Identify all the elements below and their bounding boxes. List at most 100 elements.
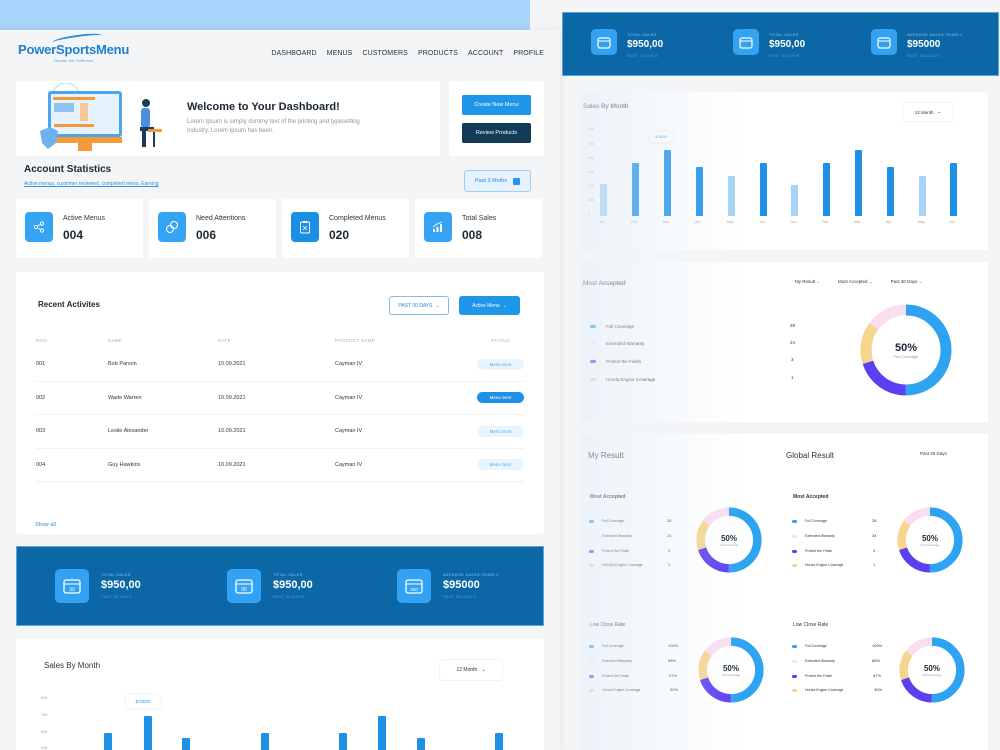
quick-actions: Create New Menu Review Products bbox=[449, 81, 544, 156]
recent-activities-card: Recent Activites PAST 30 DAYS ⌄ Active Me… bbox=[16, 272, 544, 534]
bar[interactable] bbox=[378, 716, 386, 750]
chart-title: Sales By Month bbox=[583, 103, 629, 110]
right-sales-summary-band: TOTAL SALES $950,00 PAST 30 DAYS TOTAL SAL… bbox=[562, 12, 999, 76]
range-dropdown[interactable]: 12 Month ⌄ bbox=[439, 659, 503, 681]
legend-item: Honda Engine Coverage bbox=[590, 377, 655, 382]
svg-text:30: 30 bbox=[69, 587, 75, 593]
filter-most-accepted[interactable]: Most Accepted bbox=[838, 279, 873, 285]
sales-summary-band: 30 TOTAL SALES $950,00 PAST 30 DAYS 90 TOT… bbox=[16, 546, 544, 626]
bar[interactable] bbox=[919, 176, 926, 216]
bar[interactable] bbox=[600, 184, 607, 216]
menu-filter-dropdown[interactable]: Active Menu ⌄ bbox=[459, 296, 520, 315]
donut-chart: 50% Full Coverage bbox=[695, 506, 763, 574]
period-selector-button[interactable]: Past 3 Moths bbox=[464, 170, 531, 192]
donut-chart: 50% Full Coverage bbox=[858, 302, 954, 398]
welcome-banner: Welcome to Your Dashboard! Lorem Ipsum i… bbox=[16, 81, 440, 156]
dashboard-illustration bbox=[36, 82, 176, 155]
stat-card-active-menus[interactable]: Active Menus 004 bbox=[16, 199, 143, 258]
filter-my-result[interactable]: My Result bbox=[795, 279, 820, 285]
calendar-360-icon: 360 bbox=[397, 569, 431, 603]
table-row[interactable]: 002 Wade Warren 10.09.2021 Cayman IV Men… bbox=[36, 382, 524, 415]
bar[interactable] bbox=[855, 150, 862, 216]
bar[interactable] bbox=[791, 185, 798, 216]
share-icon bbox=[25, 212, 53, 242]
bar[interactable] bbox=[632, 163, 639, 216]
nav-profile[interactable]: PROFILE bbox=[513, 50, 544, 57]
activities-table: RNO. NAME DATE PRODUCT NAME STATUS 001 B… bbox=[36, 332, 524, 482]
bar[interactable] bbox=[728, 176, 735, 216]
logo[interactable]: PowerSportsMenu Simplify. Sell. Profit m… bbox=[18, 31, 129, 63]
nav-dashboard[interactable]: DASHBOARD bbox=[271, 50, 317, 57]
sales-summary-90: 90 TOTAL SALES $950,00 PAST 90 DAYS bbox=[227, 569, 313, 603]
my-result-title: My Result bbox=[588, 451, 624, 460]
sales-summary-90: TOTAL SALES $950,00 PAST 90 DAYS bbox=[733, 29, 805, 58]
stat-card-completed-menus[interactable]: Completed Menus 020 bbox=[282, 199, 409, 258]
sales-summary-30: TOTAL SALES $950,00 PAST 30 DAYS bbox=[591, 29, 663, 58]
bar[interactable] bbox=[417, 738, 425, 750]
bar[interactable] bbox=[950, 163, 957, 216]
status-badge[interactable]: Menu Sent bbox=[477, 425, 524, 437]
stat-card-total-sales[interactable]: Total Sales 008 bbox=[415, 199, 542, 258]
bar[interactable] bbox=[664, 150, 671, 216]
bar[interactable] bbox=[104, 733, 112, 750]
status-badge[interactable]: Menu Sent bbox=[477, 358, 524, 370]
bar[interactable] bbox=[887, 167, 894, 216]
account-statistics-title: Account Statistics bbox=[24, 164, 112, 175]
account-statistics-subtitle[interactable]: Active menus, customer reviewed, complet… bbox=[24, 181, 159, 187]
dashboard-panel: PowerSportsMenu Simplify. Sell. Profit m… bbox=[0, 30, 560, 750]
nav-menus[interactable]: MENUS bbox=[326, 50, 353, 57]
donut-chart: 50% Full Coverage bbox=[697, 636, 765, 704]
svg-text:90: 90 bbox=[241, 587, 247, 593]
create-new-menu-button[interactable]: Create New Menu bbox=[462, 95, 531, 115]
status-badge[interactable]: Menu Sent bbox=[477, 392, 524, 404]
global-low-close-rate: Low Close Rate Full Coverage Extended Wa… bbox=[783, 614, 966, 714]
global-result-title: Global Result bbox=[786, 451, 835, 460]
welcome-body: Lorem Ipsum is simply dummy text of the … bbox=[187, 119, 360, 134]
stat-card-need-attentions[interactable]: Need Attentions 006 bbox=[149, 199, 276, 258]
show-all-link[interactable]: Show all bbox=[35, 522, 56, 528]
bar[interactable] bbox=[760, 163, 767, 216]
bar[interactable] bbox=[182, 738, 190, 750]
sales-by-month-card: Sales By Month 12 Month ⌄ $75000 90k 75k … bbox=[16, 639, 544, 750]
my-low-close-rate: Low Close Rate Full Coverage Extended Wa… bbox=[580, 614, 764, 714]
donut-chart: 50% Full Coverage bbox=[898, 636, 966, 704]
bar[interactable] bbox=[144, 716, 152, 750]
legend-item: Protect the Finish bbox=[590, 359, 641, 364]
status-badge[interactable]: Menu Sent bbox=[477, 459, 524, 471]
range-dropdown[interactable]: 12 Month ⌄ bbox=[902, 102, 954, 122]
bar[interactable] bbox=[339, 733, 347, 750]
chevron-down-icon: ⌄ bbox=[937, 109, 942, 114]
bar[interactable] bbox=[696, 167, 703, 216]
legend-item: Full Coverage bbox=[590, 324, 634, 329]
calendar-icon bbox=[513, 177, 521, 185]
stat-cards: Active Menus 004 Need Attentions 006 Com… bbox=[16, 199, 542, 258]
sales-summary-30: 30 TOTAL SALES $950,00 PAST 30 DAYS bbox=[55, 569, 141, 603]
clipboard-icon bbox=[291, 212, 319, 242]
bar[interactable] bbox=[823, 163, 830, 216]
global-most-accepted: Most Accepted Full Coverage Extended War… bbox=[783, 486, 963, 586]
nav-products[interactable]: PRODUCTS bbox=[417, 50, 459, 57]
nav-account[interactable]: ACCOUNT bbox=[468, 50, 504, 57]
top-nav: PowerSportsMenu Simplify. Sell. Profit m… bbox=[0, 30, 560, 76]
chart-tooltip: $75000 bbox=[650, 132, 672, 142]
bar[interactable] bbox=[261, 733, 269, 750]
calendar-icon bbox=[871, 29, 897, 55]
sales-summary-360: 360 AVERAGE SALES YEARLY $95000 PAST 360 D… bbox=[397, 569, 499, 603]
my-most-accepted: Most Accepted Full Coverage Extended War… bbox=[580, 486, 763, 586]
global-period-filter[interactable]: Past 30 Days bbox=[920, 451, 947, 456]
calendar-90-icon: 90 bbox=[227, 569, 261, 603]
table-row[interactable]: 001 Bob Parson 10.09.2021 Cayman IV Menu… bbox=[36, 348, 524, 382]
most-accepted-title: Most Accepted bbox=[583, 280, 626, 287]
chevron-down-icon: ⌄ bbox=[481, 667, 486, 673]
review-products-button[interactable]: Review Products bbox=[462, 123, 531, 143]
bar[interactable] bbox=[495, 733, 503, 750]
chart-tooltip: $75000 bbox=[126, 695, 160, 708]
chevron-down-icon: ⌄ bbox=[435, 302, 440, 309]
filter-period[interactable]: Past 30 Days bbox=[891, 279, 923, 285]
days-filter-dropdown[interactable]: PAST 30 DAYS ⌄ bbox=[389, 296, 449, 315]
most-accepted-card: Most Accepted My Result Most Accepted Pa… bbox=[580, 262, 988, 422]
table-row[interactable]: 004 Guy Hawkins 10.09.2021 Cayman IV Men… bbox=[36, 449, 524, 482]
donut-chart: 50% Full Coverage bbox=[896, 506, 964, 574]
nav-customers[interactable]: CUSTOMERS bbox=[362, 50, 408, 57]
table-row[interactable]: 003 Leslie Alexander 10.09.2021 Cayman I… bbox=[36, 415, 524, 449]
